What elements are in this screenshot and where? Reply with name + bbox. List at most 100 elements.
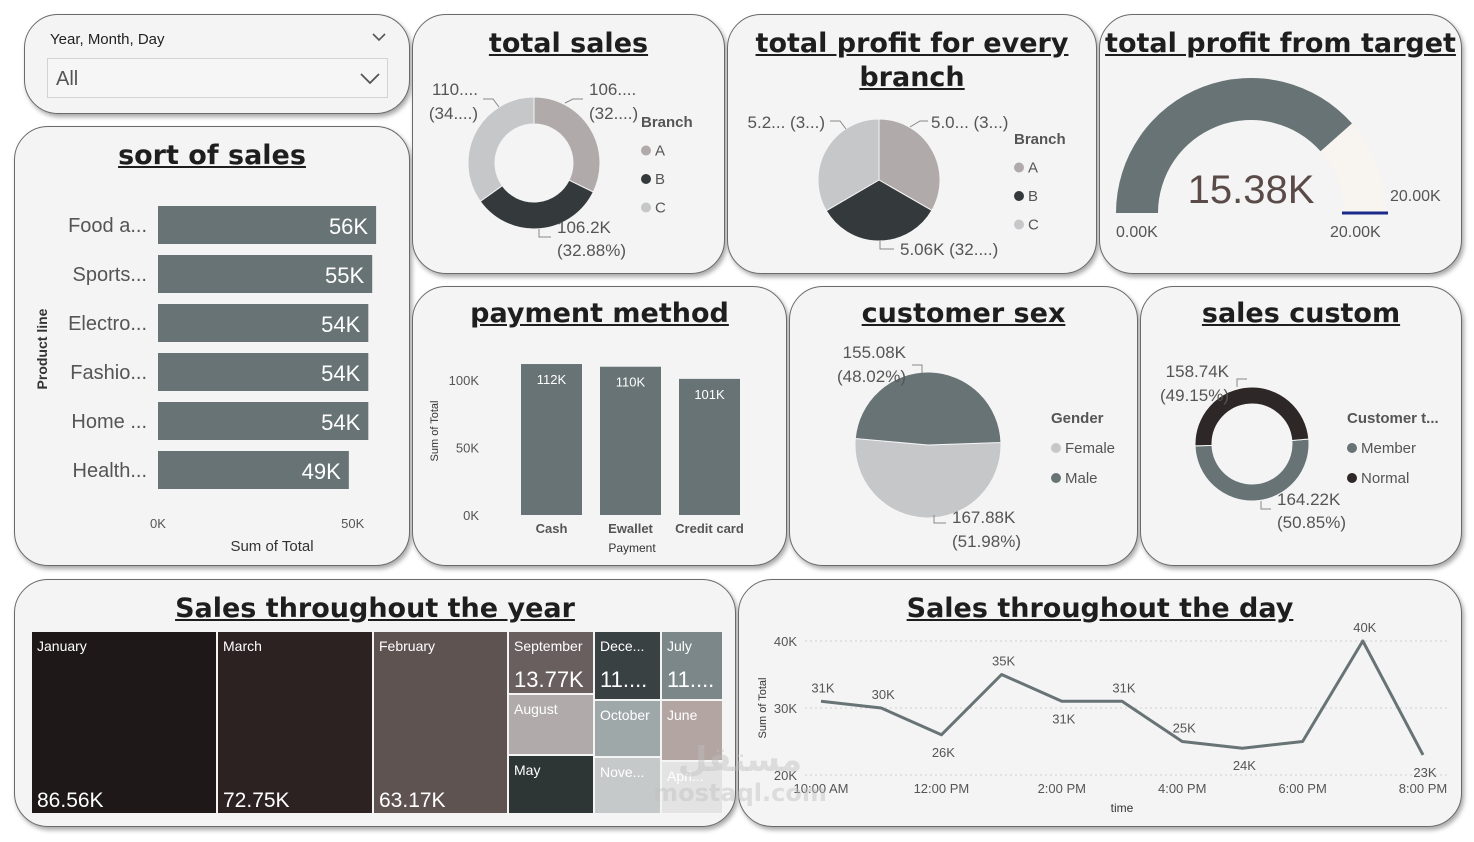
customer-sex-label-female-value: 167.88K — [952, 508, 1016, 527]
sales-day-chart: 20K 30K 40K 10:00 AM 12:00 PM 2:00 PM 4:00 PM 6… — [757, 620, 1449, 815]
sort-of-sales-bar-label: 54K — [321, 361, 360, 386]
treemap-tile-value: 11.... — [600, 667, 647, 692]
profit-branch-legend-label-c: C — [1028, 217, 1039, 234]
customer-sex-legend-marker-male — [1051, 473, 1061, 483]
sort-of-sales-category-label: Sports... — [73, 264, 147, 286]
treemap-tile-label: July — [667, 638, 692, 654]
payment-y-tick: 100K — [449, 373, 480, 388]
sort-of-sales-category-label: Food a... — [68, 215, 147, 237]
treemap-tile — [32, 632, 216, 813]
treemap-tile — [509, 756, 593, 813]
treemap-tile — [662, 762, 722, 813]
total-sales-slice-b — [479, 179, 594, 230]
sales-custom-label-normal-pct: (49.15%) — [1160, 386, 1229, 405]
treemap-tile-label: September — [514, 638, 583, 654]
treemap-tile-value: 86.56K — [37, 789, 104, 812]
payment-x-tick: Credit card — [675, 521, 744, 536]
customer-sex-chart: 155.08K (48.02%) 167.88K (51.98%) Gender Fema… — [837, 343, 1115, 551]
line-point-label: 31K — [1052, 711, 1075, 726]
date-filter-card: Year, Month, Day All — [24, 14, 410, 114]
total-sales-legend-marker-c — [641, 202, 651, 213]
line-point-label: 24K — [1233, 758, 1256, 773]
payment-bar-label: 101K — [694, 387, 725, 402]
sort-of-sales-bar — [158, 353, 369, 391]
profit-branch-slice-b — [825, 179, 933, 242]
sales-custom-card: sales custom 158.74K (49.15%) 164.22K (50.8… — [1140, 286, 1462, 566]
total-sales-legend-marker-a — [641, 145, 651, 156]
sales-day-title: Sales throughout the day — [906, 593, 1294, 624]
treemap-tile-label: August — [514, 701, 558, 717]
sort-of-sales-category-label: Fashio... — [70, 362, 147, 384]
payment-bar — [679, 378, 740, 515]
treemap-tile-value: 63.17K — [379, 789, 446, 812]
profit-branch-legend-marker-b — [1014, 191, 1024, 201]
treemap-tile-label: Nove... — [600, 764, 644, 780]
treemap-tile-label: January — [37, 638, 87, 654]
gauge-max-label: 20.00K — [1330, 224, 1381, 241]
line-y-tick: 20K — [774, 768, 797, 783]
line-point-label: 25K — [1173, 721, 1196, 736]
treemap-tile-value: 72.75K — [223, 789, 290, 812]
filter-dropdown[interactable]: All — [47, 58, 388, 98]
filter-collapse-icon[interactable] — [371, 29, 387, 45]
profit-branch-label-a: 5.0... (3...) — [931, 113, 1008, 132]
sales-custom-leader-normal — [1236, 378, 1247, 387]
line-y-tick: 30K — [774, 701, 797, 716]
sort-of-sales-x-tick: 0K — [150, 516, 166, 531]
gauge-min-label: 0.00K — [1116, 224, 1158, 241]
sort-of-sales-x-tick: 50K — [341, 516, 364, 531]
payment-x-axis-label: Payment — [608, 541, 656, 555]
profit-branch-legend-marker-c — [1014, 219, 1024, 230]
profit-branch-leader-c — [830, 120, 847, 130]
filter-label: Year, Month, Day — [50, 31, 165, 48]
treemap-tile — [509, 695, 593, 754]
customer-sex-leader-male — [912, 364, 923, 373]
total-sales-chart: 106.... (32....) 106.2K (32.88%) 110.... (34.… — [429, 80, 693, 260]
sort-of-sales-bar-label: 55K — [325, 263, 364, 288]
sales-custom-legend-marker-normal — [1347, 473, 1357, 483]
customer-sex-legend-title: Gender — [1051, 410, 1104, 427]
payment-y-tick: 50K — [456, 441, 479, 456]
line-point-label: 40K — [1353, 620, 1376, 635]
total-sales-leader-a — [564, 98, 583, 104]
sales-custom-label-member-value: 164.22K — [1277, 490, 1341, 509]
sort-of-sales-bar-label: 54K — [321, 410, 360, 435]
line-x-axis-label: time — [1111, 801, 1134, 815]
total-sales-label-b-value: 106.2K — [557, 218, 612, 237]
sales-custom-slice-normal — [1194, 386, 1310, 447]
payment-y-axis-label: Sum of Total — [429, 401, 441, 462]
sales-custom-legend-title: Customer t... — [1347, 410, 1439, 427]
customer-sex-slice-female — [854, 437, 1002, 519]
sales-year-title: Sales throughout the year — [175, 593, 575, 624]
total-sales-legend-label-b: B — [655, 171, 665, 188]
gauge-value-label: 15.38K — [1188, 168, 1315, 212]
profit-branch-legend-marker-a — [1014, 162, 1024, 173]
sales-custom-leader-member — [1260, 501, 1271, 510]
line-series-sales — [820, 639, 1425, 756]
total-sales-leader-b — [538, 229, 551, 238]
sort-of-sales-title: sort of sales — [118, 140, 306, 171]
customer-sex-leader-female — [933, 515, 946, 524]
payment-method-title: payment method — [470, 298, 729, 329]
treemap-tile-label: Apri... — [667, 768, 704, 784]
line-x-tick: 10:00 AM — [794, 781, 849, 796]
customer-sex-card: customer sex 155.08K (48.02%) 167.88K (51.9… — [789, 286, 1138, 566]
treemap-tile-value: 13.77K — [514, 667, 584, 692]
treemap-tile-label: March — [223, 638, 262, 654]
sales-year-treemap: January 86.56K March 72.75K February 63.17K Se… — [32, 632, 722, 813]
sort-of-sales-bar — [158, 304, 369, 342]
profit-branch-label-c: 5.2... (3...) — [748, 113, 825, 132]
customer-sex-legend-label-male: Male — [1065, 470, 1098, 487]
profit-branch-label-b: 5.06K (32....) — [900, 240, 998, 259]
sort-of-sales-bar — [158, 402, 369, 440]
line-x-tick: 12:00 PM — [914, 781, 970, 796]
total-sales-title: total sales — [488, 28, 649, 59]
treemap-tile-value: 11.... — [667, 667, 714, 692]
profit-branch-card: total profit for every branch 5.0... (3.… — [727, 14, 1097, 274]
customer-sex-title: customer sex — [861, 298, 1066, 329]
customer-sex-label-female-pct: (51.98%) — [952, 532, 1021, 551]
line-y-axis-label: Sum of Total — [757, 678, 769, 739]
sales-year-card: Sales throughout the year January 86.56K M… — [14, 579, 736, 827]
sort-of-sales-bar-label: 49K — [302, 459, 341, 484]
customer-sex-slice-male — [854, 371, 1002, 446]
